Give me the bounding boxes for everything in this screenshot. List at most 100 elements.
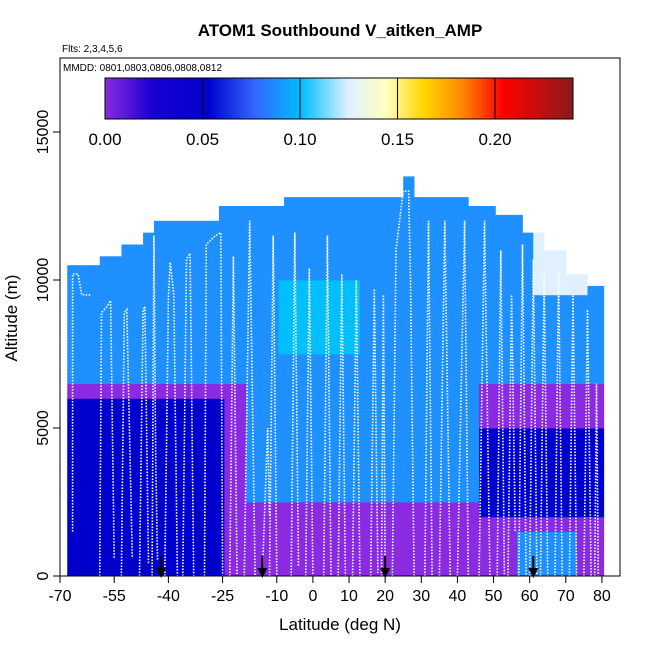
heatmap-cell: [414, 197, 420, 207]
heatmap-cell: [489, 531, 496, 547]
heatmap-cell: [256, 487, 263, 503]
heatmap-cell: [235, 398, 242, 414]
heatmap-cell: [527, 339, 534, 355]
heatmap-cell: [484, 561, 491, 576]
heatmap-cell: [549, 546, 556, 562]
flight-track: [120, 307, 134, 576]
heatmap-cell: [126, 546, 133, 562]
heatmap-cell: [88, 561, 95, 576]
heatmap-cell: [256, 516, 263, 532]
heatmap-cell: [511, 413, 518, 429]
flight-track: [507, 294, 516, 576]
heatmap-cell: [197, 531, 204, 547]
heatmap-cell: [289, 220, 296, 236]
heatmap-cell: [208, 561, 214, 576]
heatmap-cell: [224, 413, 231, 429]
heatmap-cell: [359, 561, 366, 576]
heatmap-cell: [392, 442, 399, 458]
heatmap-cell: [284, 531, 290, 547]
heatmap-cell: [256, 339, 263, 355]
heatmap-cell: [311, 368, 317, 384]
y-tick-label: 10000: [35, 258, 52, 303]
heatmap-cell: [479, 442, 485, 458]
heatmap-cell: [267, 280, 274, 296]
heatmap-cell: [327, 413, 334, 429]
heatmap-cell: [224, 280, 231, 296]
heatmap-cell: [94, 324, 101, 340]
heatmap-cell: [235, 546, 242, 562]
heatmap-cell: [349, 428, 355, 444]
heatmap-cell: [284, 457, 290, 473]
heatmap-cell: [354, 383, 361, 399]
heatmap-cell: [262, 265, 269, 281]
heatmap-cell: [278, 516, 285, 532]
heatmap-cell: [560, 309, 567, 325]
heatmap-cell: [538, 546, 545, 562]
heatmap-cell: [517, 442, 523, 458]
heatmap-cell: [311, 235, 317, 251]
heatmap-cell: [191, 220, 198, 236]
heatmap-cell: [500, 309, 507, 325]
heatmap-cell: [479, 516, 485, 532]
heatmap-cell: [349, 339, 355, 355]
heatmap-cell: [267, 413, 274, 429]
heatmap-cell: [186, 280, 193, 296]
heatmap-cell: [587, 354, 594, 370]
heatmap-cell: [137, 250, 144, 266]
heatmap-cell: [419, 561, 426, 576]
heatmap-cell: [349, 487, 355, 503]
heatmap-cell: [457, 442, 464, 458]
heatmap-cell: [72, 442, 79, 458]
heatmap-cell: [88, 457, 95, 473]
heatmap-cell: [332, 531, 339, 547]
heatmap-cell: [164, 383, 171, 399]
heatmap-cell: [354, 220, 361, 236]
heatmap-cell: [316, 502, 323, 518]
heatmap-cell: [218, 561, 225, 576]
heatmap-cell: [506, 442, 513, 458]
heatmap-cell: [311, 398, 317, 414]
heatmap-cell: [424, 413, 431, 429]
heatmap-cell: [311, 546, 317, 562]
heatmap-cell: [213, 294, 220, 310]
heatmap-cell: [273, 309, 279, 325]
heatmap-cell: [576, 487, 583, 503]
y-tick-label: 5000: [35, 410, 52, 446]
heatmap-cell: [321, 398, 328, 414]
heatmap-cell: [67, 368, 74, 384]
heatmap-cell: [284, 206, 290, 222]
heatmap-cell: [164, 368, 171, 384]
heatmap-cell: [424, 428, 431, 444]
heatmap-cell: [381, 413, 388, 429]
heatmap-cell: [560, 413, 567, 429]
heatmap-cell: [284, 354, 290, 370]
heatmap-cell: [224, 516, 231, 532]
heatmap-cell: [321, 235, 328, 251]
heatmap-cell: [126, 244, 133, 251]
heatmap-cell: [316, 235, 323, 251]
heatmap-cell: [495, 546, 502, 562]
chart-title: ATOM1 Southbound V_aitken_AMP: [198, 21, 483, 40]
heatmap-cell: [484, 502, 491, 518]
heatmap-cell: [132, 294, 139, 310]
heatmap-cell: [186, 220, 193, 236]
heatmap-cell: [424, 206, 431, 222]
heatmap-cell: [305, 442, 312, 458]
heatmap-cell: [538, 354, 545, 370]
heatmap-cell: [397, 472, 404, 488]
heatmap-cell: [186, 309, 193, 325]
heatmap-cell: [560, 472, 567, 488]
heatmap-cell: [94, 309, 101, 325]
heatmap-cell: [473, 235, 480, 251]
flight-tracks: [71, 190, 600, 576]
heatmap-cell: [251, 516, 258, 532]
heatmap-cell: [414, 487, 420, 503]
heatmap-cell: [549, 354, 556, 370]
heatmap-cell: [554, 250, 561, 266]
heatmap-cell: [202, 442, 209, 458]
heatmap-cell: [181, 368, 187, 384]
heatmap-cell: [544, 309, 550, 325]
heatmap-cell: [240, 324, 247, 340]
heatmap-cell: [338, 472, 345, 488]
heatmap-cell: [522, 250, 529, 266]
